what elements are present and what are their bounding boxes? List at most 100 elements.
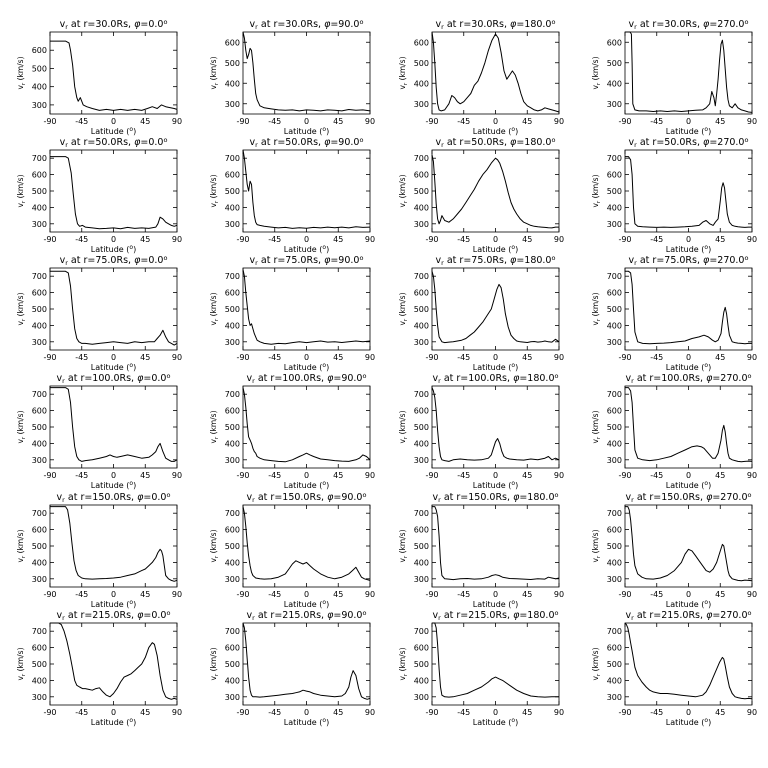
y-axis-label: vr (km/s) (16, 529, 27, 562)
velocity-panel: vr at r=50.0Rs, φ=180.0o -90 -45 0 45 90 300 40… (398, 136, 564, 254)
y-tick-label: 500 (32, 423, 47, 432)
y-tick-label: 500 (607, 187, 622, 196)
x-tick-label: -45 (650, 590, 663, 599)
x-tick-label: 0 (111, 117, 116, 126)
x-tick-label: -90 (425, 353, 438, 362)
y-tick-label: 300 (414, 456, 429, 465)
x-axis-label: Latitude (o) (666, 362, 711, 372)
velocity-series-line (625, 31, 753, 113)
y-tick-label: 300 (32, 693, 47, 702)
panel-title: vr at r=50.0Rs, φ=180.0o (436, 136, 556, 149)
panel-title: vr at r=50.0Rs, φ=270.0o (629, 136, 749, 149)
x-axis-label: Latitude (o) (284, 480, 329, 490)
y-axis-label: vr (km/s) (591, 174, 602, 207)
x-tick-label: 0 (304, 471, 309, 480)
velocity-panel: vr at r=75.0Rs, φ=270.0o -90 -45 0 45 90 300 40… (591, 254, 757, 372)
y-tick-label: 300 (32, 220, 47, 229)
panel-title: vr at r=215.0Rs, φ=270.0o (626, 609, 752, 622)
x-tick-label: -45 (650, 708, 663, 717)
x-tick-label: 0 (686, 590, 691, 599)
x-tick-label: 45 (715, 235, 725, 244)
panel-title: vr at r=75.0Rs, φ=180.0o (436, 254, 556, 267)
y-tick-label: 500 (414, 423, 429, 432)
y-tick-label: 700 (32, 390, 47, 399)
x-tick-label: 0 (686, 235, 691, 244)
x-tick-label: -90 (618, 590, 631, 599)
y-tick-label: 400 (414, 558, 429, 567)
x-tick-label: -90 (236, 235, 249, 244)
panel-title: vr at r=30.0Rs, φ=180.0o (436, 18, 556, 31)
panel-title: vr at r=30.0Rs, φ=0.0o (60, 18, 168, 31)
velocity-panel: vr at r=215.0Rs, φ=180.0o -90 -45 0 45 90 300 4… (398, 609, 564, 727)
y-tick-label: 400 (607, 321, 622, 330)
velocity-series-line (50, 506, 178, 582)
y-tick-label: 700 (32, 272, 47, 281)
x-axis-label: Latitude (o) (666, 599, 711, 609)
x-tick-label: -90 (425, 590, 438, 599)
y-tick-label: 600 (607, 407, 622, 416)
y-tick-label: 400 (414, 321, 429, 330)
x-tick-label: -90 (425, 117, 438, 126)
x-tick-label: -45 (268, 235, 281, 244)
plot-frame (242, 385, 371, 469)
x-axis-label: Latitude (o) (284, 244, 329, 254)
x-tick-label: 45 (333, 708, 343, 717)
x-tick-label: -90 (43, 117, 56, 126)
y-tick-label: 600 (414, 526, 429, 535)
x-tick-label: -45 (650, 117, 663, 126)
y-tick-label: 500 (414, 542, 429, 551)
x-axis-label: Latitude (o) (91, 244, 136, 254)
x-tick-label: 45 (715, 708, 725, 717)
x-tick-label: 90 (172, 590, 182, 599)
velocity-panel: vr at r=150.0Rs, φ=90.0o -90 -45 0 45 90 300 40… (209, 491, 375, 609)
x-tick-label: 45 (522, 708, 532, 717)
x-tick-label: 0 (111, 235, 116, 244)
y-tick-label: 400 (607, 439, 622, 448)
x-tick-label: -45 (457, 353, 470, 362)
x-tick-label: 90 (365, 590, 375, 599)
x-tick-label: 90 (365, 471, 375, 480)
velocity-panel: vr at r=150.0Rs, φ=270.0o -90 -45 0 45 90 300 4… (591, 491, 757, 609)
velocity-series-line (242, 506, 371, 581)
x-tick-label: 90 (365, 235, 375, 244)
x-tick-label: 0 (686, 353, 691, 362)
x-tick-label: 90 (747, 235, 757, 244)
velocity-panel: vr at r=100.0Rs, φ=90.0o -90 -45 0 45 90 300 40… (209, 372, 375, 490)
x-tick-label: 0 (304, 117, 309, 126)
y-tick-label: 700 (607, 509, 622, 518)
x-tick-label: 0 (686, 708, 691, 717)
x-axis-label: Latitude (o) (666, 126, 711, 136)
y-tick-label: 400 (225, 558, 240, 567)
y-axis-label: vr (km/s) (16, 56, 27, 89)
x-axis-label: Latitude (o) (91, 126, 136, 136)
velocity-panel: vr at r=50.0Rs, φ=90.0o -90 -45 0 45 90 300 400… (209, 136, 375, 254)
x-tick-label: -90 (618, 471, 631, 480)
y-tick-label: 500 (414, 660, 429, 669)
velocity-panel: vr at r=150.0Rs, φ=180.0o -90 -45 0 45 90 300 4… (398, 491, 564, 609)
x-tick-label: -45 (650, 353, 663, 362)
y-tick-label: 500 (225, 660, 240, 669)
x-tick-label: 90 (554, 471, 564, 480)
y-tick-label: 600 (225, 171, 240, 180)
y-tick-label: 500 (607, 660, 622, 669)
x-axis-label: Latitude (o) (473, 244, 518, 254)
y-tick-label: 300 (32, 456, 47, 465)
y-axis-label: vr (km/s) (398, 56, 409, 89)
y-tick-label: 700 (32, 154, 47, 163)
y-tick-label: 700 (607, 272, 622, 281)
y-tick-label: 400 (414, 439, 429, 448)
x-tick-label: -90 (43, 471, 56, 480)
panel-title: vr at r=50.0Rs, φ=0.0o (60, 136, 168, 149)
x-tick-label: 45 (333, 471, 343, 480)
velocity-series-line (50, 387, 178, 462)
y-tick-label: 500 (225, 187, 240, 196)
x-tick-label: 0 (686, 117, 691, 126)
y-axis-label: vr (km/s) (209, 56, 220, 89)
x-tick-label: 45 (140, 590, 150, 599)
y-tick-label: 300 (414, 575, 429, 584)
y-tick-label: 500 (32, 64, 47, 73)
x-tick-label: 0 (304, 590, 309, 599)
y-tick-label: 600 (32, 526, 47, 535)
velocity-series-line (625, 156, 752, 228)
panel-title: vr at r=100.0Rs, φ=270.0o (626, 372, 752, 385)
